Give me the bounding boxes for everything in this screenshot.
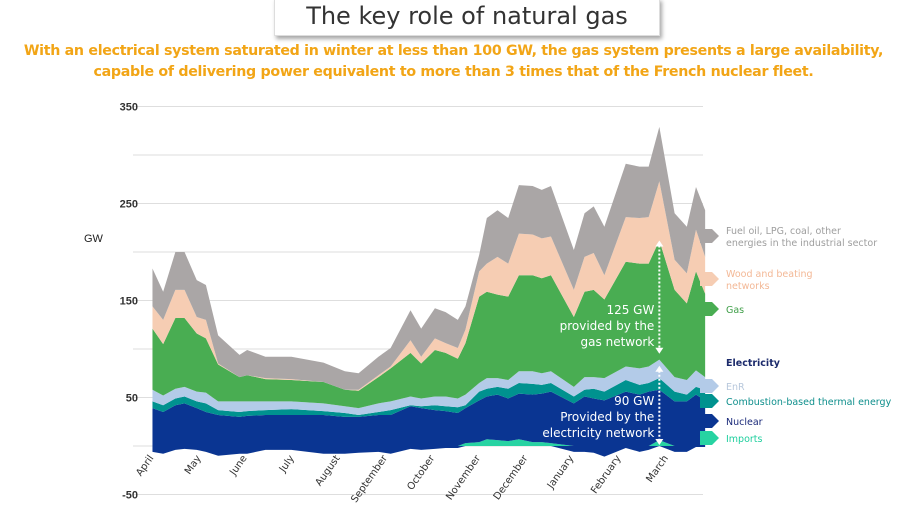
legend-label: Imports [726, 434, 763, 445]
y-tick-label: 50 [126, 393, 138, 405]
chart-title: The key role of natural gas [306, 2, 628, 30]
legend-label: Wood and beating [726, 269, 813, 280]
legend-marker-icon [700, 394, 719, 408]
legend-marker-icon [700, 272, 719, 286]
legend-label: Nuclear [726, 417, 763, 428]
x-tick-label: July [277, 453, 297, 475]
x-tick-label: February [589, 453, 623, 496]
x-tick-label: March [644, 453, 670, 484]
annotation-text: provided by the [560, 319, 655, 333]
legend-label: networks [726, 281, 770, 292]
y-axis-label: GW [84, 233, 103, 245]
x-tick-label: May [183, 453, 204, 476]
legend-marker-icon [700, 229, 719, 243]
legend-label: Electricity [726, 358, 781, 369]
legend-label: Gas [726, 305, 744, 316]
x-tick-label: August [314, 453, 343, 488]
y-tick-label: 350 [120, 102, 138, 114]
arrow-head-down-icon [655, 347, 664, 354]
x-tick-label: January [545, 453, 576, 491]
arrow-head-down-icon [655, 439, 664, 445]
area-combustion-based-thermal-energy [152, 378, 706, 417]
legend-label: Fuel oil, LPG, coal, other [726, 226, 841, 237]
annotation-text: 90 GW [614, 394, 654, 408]
area-nuclear [152, 389, 706, 446]
arrow-head-up-icon [655, 240, 664, 247]
annotation-text: gas network [581, 335, 655, 349]
title-box: The key role of natural gas [274, 0, 660, 36]
annotation-text: Provided by the [560, 410, 654, 424]
subtitle: With an electrical system saturated in w… [0, 41, 907, 83]
subtitle-line-2: capable of delivering power equivalent t… [93, 64, 814, 80]
legend-label: energies in the industrial sector [726, 238, 877, 249]
area-wood-and-heating-networks [152, 181, 706, 391]
y-tick-label: 250 [120, 199, 138, 211]
legend-label: EnR [726, 382, 745, 393]
annotation-text: electricity network [542, 426, 654, 440]
x-tick-label: September [349, 453, 390, 505]
legend-marker-icon [700, 379, 719, 393]
area-below-zero [152, 446, 706, 457]
legend-marker-icon [700, 302, 719, 316]
x-tick-label: October [405, 453, 437, 493]
arrow-head-up-icon [655, 365, 664, 372]
y-tick-label: -50 [122, 490, 138, 502]
y-tick-label: 150 [120, 296, 138, 308]
area-gas [152, 240, 706, 409]
subtitle-line-1: With an electrical system saturated in w… [23, 43, 884, 59]
x-tick-label: June [228, 453, 250, 478]
area-enr [152, 359, 706, 415]
legend-label: Combustion-based thermal energy [726, 397, 892, 408]
area-fuel-oil-lpg-coal-other-energies-in-the-industrial-sector [152, 126, 706, 390]
legend-marker-icon [700, 431, 719, 445]
legend-marker-icon [700, 414, 719, 428]
annotation-text: 125 GW [606, 303, 654, 317]
x-tick-label: April [134, 453, 156, 478]
